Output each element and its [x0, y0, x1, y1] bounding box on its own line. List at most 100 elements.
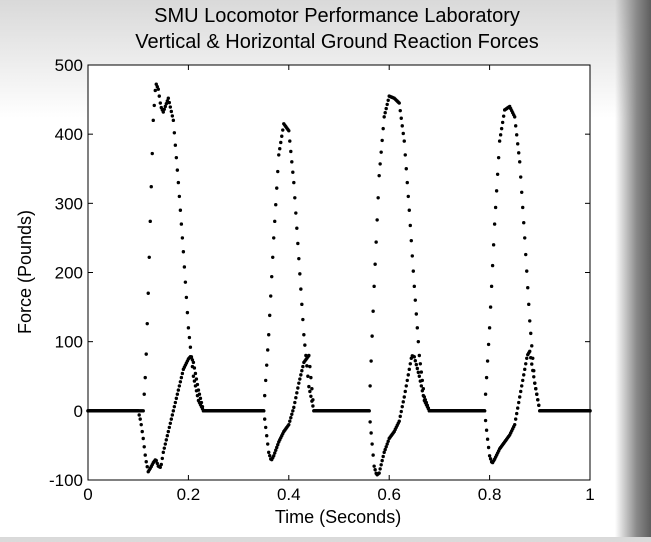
- series-2-point: [263, 417, 267, 421]
- series-1-point: [188, 345, 193, 349]
- series-1-point: [415, 326, 420, 330]
- series-1-point: [501, 114, 506, 118]
- series-1-point: [277, 153, 281, 157]
- series-1-point: [187, 335, 192, 340]
- series-2-point: [397, 419, 401, 423]
- series-1-point: [168, 105, 173, 109]
- series-1-point: [412, 284, 416, 289]
- series-1-point: [148, 219, 152, 224]
- series-1-point: [178, 208, 183, 212]
- series-2-point: [415, 366, 420, 371]
- series-2-point: [288, 419, 292, 423]
- series-2-point: [524, 362, 528, 366]
- series-1-point: [149, 185, 153, 189]
- series-1-point: [381, 126, 385, 131]
- series-1-point: [144, 352, 148, 356]
- y-tick-label: -100: [49, 471, 83, 490]
- series-2-point: [166, 429, 171, 434]
- series-2-point: [143, 453, 147, 457]
- series-2-point: [290, 412, 294, 416]
- series-1-point: [150, 151, 154, 156]
- series-1-point: [515, 133, 519, 137]
- series-1-point: [290, 160, 294, 164]
- series-1-point: [369, 359, 373, 363]
- series-2-point: [414, 362, 419, 367]
- series-2-point: [165, 434, 170, 438]
- series-2-point: [140, 429, 144, 434]
- x-tick-label: 1: [585, 485, 594, 504]
- series-1-point: [147, 255, 151, 259]
- chart-title-line-1: SMU Locomotor Performance Laboratory: [154, 5, 520, 27]
- series-2-point: [400, 404, 404, 409]
- series-1-point: [302, 333, 306, 337]
- series-2-point: [402, 395, 406, 399]
- series-1-point: [416, 339, 421, 344]
- series-2-point: [192, 366, 197, 370]
- series-2-point: [398, 414, 402, 419]
- series-1-point: [522, 221, 526, 225]
- series-2-point: [298, 377, 302, 381]
- series-2-point: [142, 445, 146, 449]
- series-1-point: [267, 333, 271, 337]
- series-1-point: [377, 173, 381, 178]
- series-1-point: [373, 262, 377, 266]
- y-tick-label: 200: [55, 264, 83, 283]
- series-1-point: [490, 263, 495, 268]
- series-1-point: [499, 126, 504, 131]
- series-2-point: [273, 451, 277, 455]
- series-1-point: [405, 180, 409, 185]
- series-1-point: [293, 196, 297, 200]
- y-tick-label: 500: [55, 56, 83, 75]
- series-1-point: [156, 87, 160, 91]
- series-2-point: [289, 416, 293, 420]
- series-2-point: [175, 392, 180, 396]
- series-2-point: [159, 462, 163, 467]
- series-2-point: [308, 364, 312, 369]
- series-1-point: [383, 111, 387, 115]
- series-2-point: [516, 406, 520, 410]
- series-2-point: [528, 349, 532, 354]
- series-1-point: [174, 155, 179, 160]
- series-2-point: [419, 384, 424, 388]
- series-2-point: [413, 359, 417, 363]
- series-1-point: [516, 142, 520, 146]
- series-1-point: [171, 118, 176, 123]
- series-2-point: [266, 442, 270, 446]
- series-2-point: [514, 417, 518, 421]
- series-1-point: [268, 313, 272, 318]
- series-1-point: [276, 169, 280, 174]
- series-2-point: [195, 382, 200, 387]
- series-1-point: [524, 252, 528, 257]
- series-1-point: [309, 394, 313, 399]
- series-1-point: [275, 186, 279, 190]
- series-2-point: [383, 447, 387, 452]
- y-tick-label: 400: [55, 125, 83, 144]
- series-1-point: [494, 189, 499, 193]
- series-2-point: [174, 396, 179, 401]
- series-1-point: [500, 120, 505, 125]
- series-2-point: [136, 409, 140, 413]
- series-2-point: [399, 409, 403, 414]
- series-1-point: [142, 392, 146, 396]
- series-2-point: [407, 367, 411, 372]
- series-2-point: [525, 356, 529, 360]
- series-1-point: [379, 150, 383, 154]
- series-2-point: [522, 373, 526, 377]
- series-2-point: [537, 403, 541, 407]
- series-1-point: [408, 223, 412, 228]
- x-tick-label: 0.8: [478, 485, 502, 504]
- data-points: [86, 82, 592, 477]
- series-1-point: [151, 118, 155, 123]
- series-1-point: [411, 269, 415, 273]
- series-2-point: [531, 368, 535, 373]
- series-2-point: [534, 387, 538, 391]
- series-1-point: [305, 364, 309, 368]
- series-1-point: [289, 149, 293, 154]
- series-1-point: [417, 353, 422, 358]
- series-1-point: [407, 208, 411, 212]
- series-2-point: [309, 375, 313, 380]
- series-2-point: [297, 381, 301, 385]
- series-1-point: [264, 378, 268, 383]
- series-2-point: [294, 395, 298, 400]
- series-1-point: [163, 104, 168, 109]
